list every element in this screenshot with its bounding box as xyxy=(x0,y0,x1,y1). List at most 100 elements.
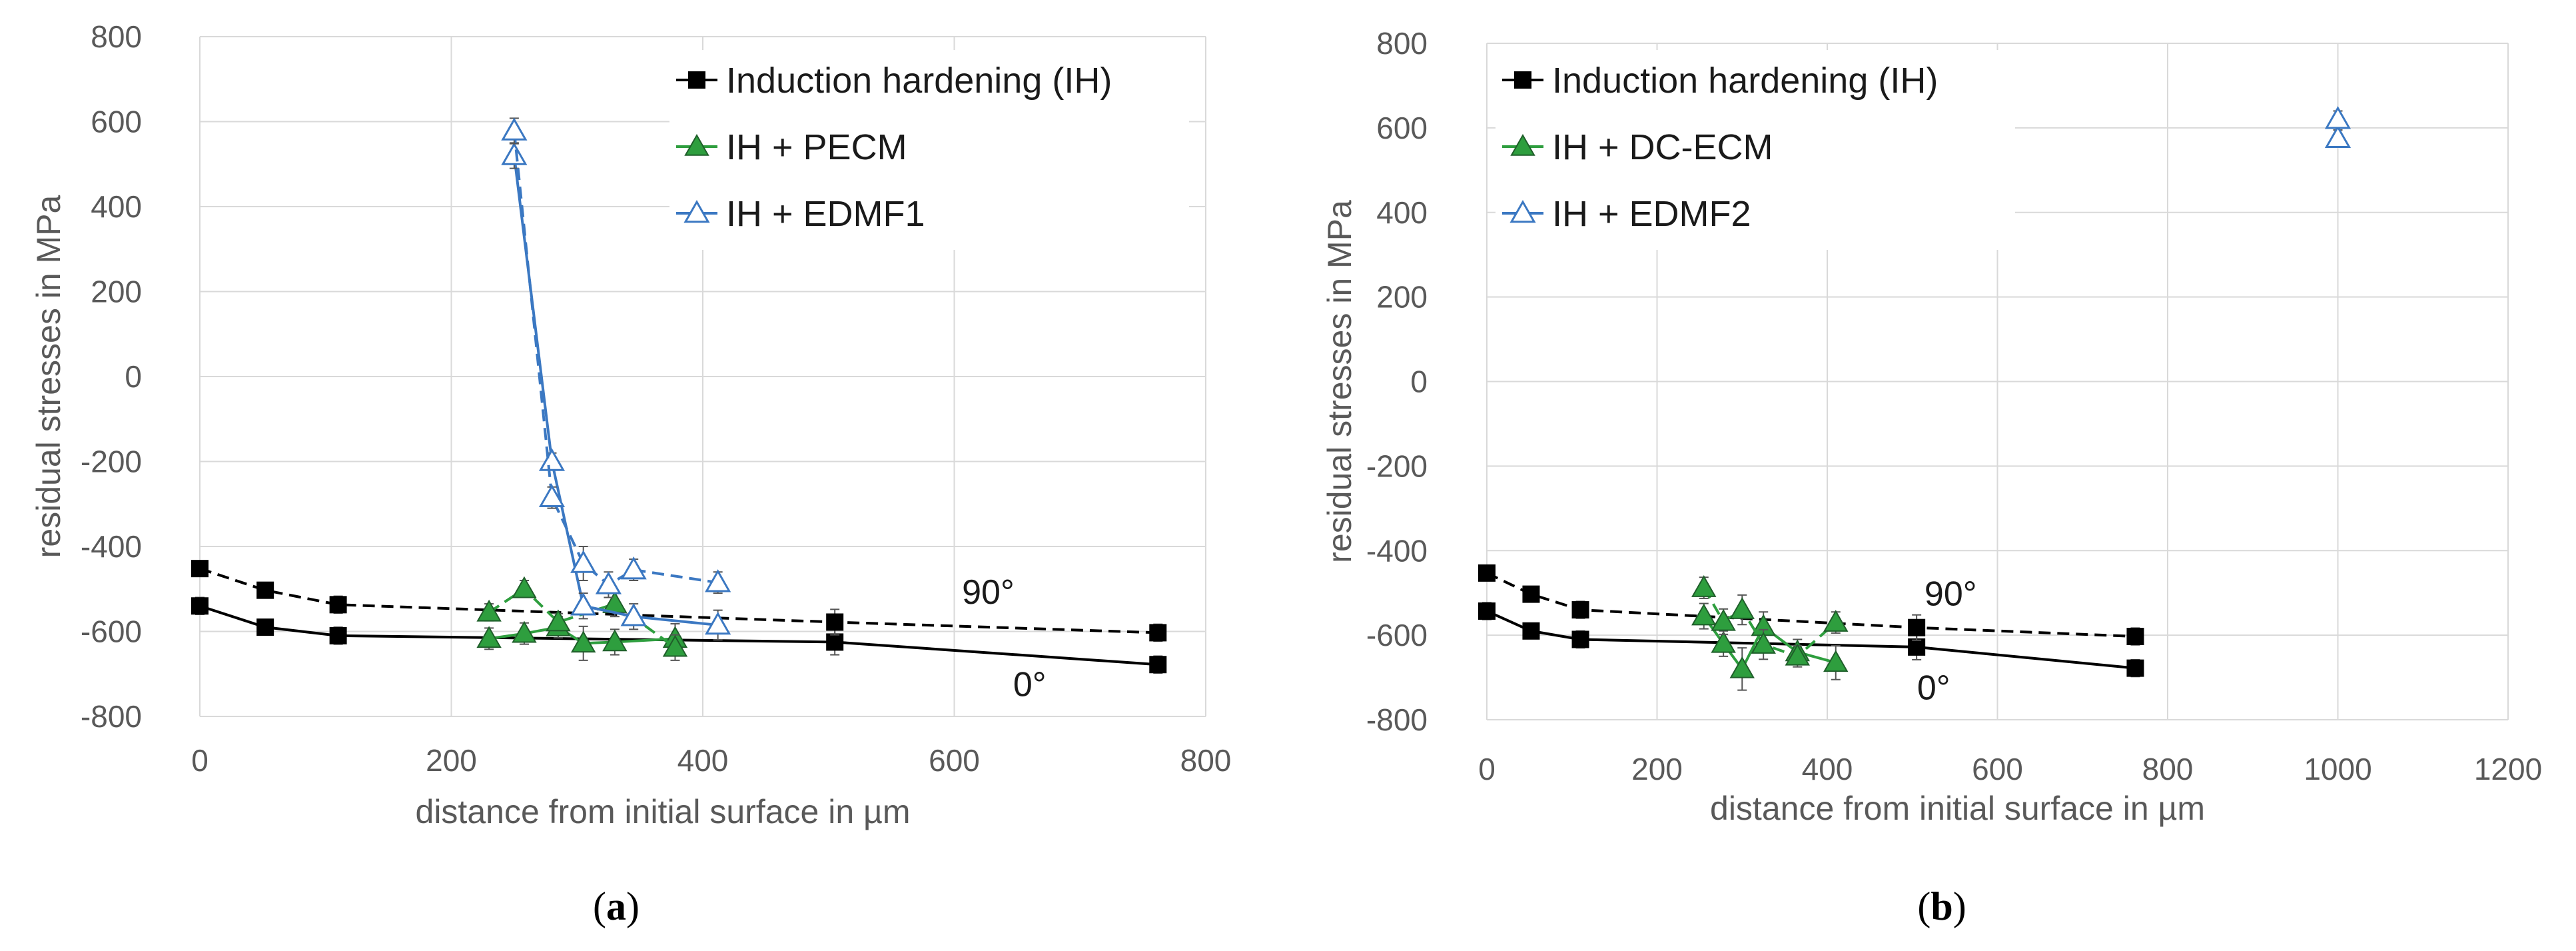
chart-b-data-point xyxy=(2126,628,2144,646)
chart-b-legend-label: Induction hardening (IH) xyxy=(1552,61,1938,101)
chart-b-ytick-label: 400 xyxy=(1376,195,1428,230)
chart-b-xtick-label: 400 xyxy=(1802,752,1853,786)
chart-a-data-point xyxy=(538,484,566,507)
chart-a-data-point xyxy=(256,581,274,599)
chart-a-caption-open: ( xyxy=(593,884,606,928)
chart-b-caption: (b) xyxy=(1917,884,1966,928)
chart-a-data-point xyxy=(476,626,502,648)
chart-b-data-point xyxy=(1691,575,1717,597)
chart-b-ytick-label: -800 xyxy=(1366,702,1428,737)
chart-b-data-point xyxy=(1691,603,1717,626)
chart-a-y-axis-title: residual stresses in MPa xyxy=(30,195,67,558)
chart-b-series-line xyxy=(1703,587,1837,658)
chart-b-ytick-label: 200 xyxy=(1376,280,1428,315)
chart-b-ytick-label: 800 xyxy=(1376,26,1428,61)
chart-a-data-point xyxy=(512,620,537,643)
chart-a-ytick-label: 400 xyxy=(91,189,142,224)
chart-a-legend-item-edmf: IH + EDMF1 xyxy=(676,194,925,234)
chart-b-annotation: 0° xyxy=(1917,669,1950,708)
chart-a-data-point xyxy=(329,626,347,644)
chart-a-x-axis-title: distance from initial surface in µm xyxy=(416,793,911,830)
chart-a-xtick-label: 600 xyxy=(929,743,980,778)
chart-a-xtick-label: 400 xyxy=(677,743,729,778)
chart-b-data-point xyxy=(1823,610,1849,632)
chart-a-legend-label: IH + EDMF1 xyxy=(726,194,925,234)
chart-a-data-point xyxy=(546,609,571,632)
chart-a-series-line xyxy=(199,567,1158,634)
chart-a-caption-close: ) xyxy=(626,884,640,928)
chart-b-data-point xyxy=(1571,630,1589,648)
chart-b-data-point xyxy=(1729,656,1755,678)
chart-a-data-point xyxy=(570,592,597,616)
chart-a-data-point xyxy=(476,599,502,622)
chart-a-legend-label: IH + PECM xyxy=(726,127,907,167)
chart-b-xtick-label: 1000 xyxy=(2304,752,2371,786)
chart-b-series-edmf-5 xyxy=(2324,106,2352,129)
chart-a-ytick-label: 600 xyxy=(91,105,142,139)
chart-b-xtick-label: 800 xyxy=(2142,752,2194,786)
chart-b-x-axis-title: distance from initial surface in µm xyxy=(1710,790,2205,827)
chart-a-legend-item-pecm: IH + PECM xyxy=(676,127,907,167)
chart-a-legend-marker xyxy=(683,199,710,223)
chart-a-data-point xyxy=(570,630,596,653)
chart-a-data-point xyxy=(512,576,537,598)
chart-a-data-point xyxy=(662,634,688,657)
chart-b-data-point xyxy=(2324,125,2352,148)
chart-a-data-point xyxy=(501,117,528,141)
chart-a-ytick-label: 800 xyxy=(91,19,142,54)
chart-a-data-point xyxy=(705,611,731,635)
chart-a-data-point xyxy=(595,571,622,594)
chart-b-ytick-label: -600 xyxy=(1366,618,1428,652)
chart-a-legend-label: Induction hardening (IH) xyxy=(726,61,1112,101)
chart-b-legend-marker xyxy=(1509,199,1536,223)
chart-a-data-point xyxy=(538,448,566,471)
chart-b-xtick-label: 1200 xyxy=(2474,752,2542,786)
chart-panel-a: 800 600 400 200 0 -200 -400 -600 -800 0 200 400 600 8… xyxy=(30,19,1231,928)
chart-b-data-point xyxy=(1571,601,1589,619)
chart-a-series-edmf-5 xyxy=(501,117,731,598)
chart-b-data-point xyxy=(1711,608,1736,631)
chart-b-data-point xyxy=(1522,622,1540,640)
chart-b-y-axis-title: residual stresses in MPa xyxy=(1321,200,1358,563)
chart-b-data-point xyxy=(1522,585,1540,603)
chart-b-data-point xyxy=(1908,618,1926,636)
chart-b-data-point xyxy=(1823,650,1849,672)
chart-a-data-point xyxy=(620,556,647,580)
chart-a-data-point xyxy=(620,603,647,626)
chart-b-legend-item-edmf: IH + EDMF2 xyxy=(1502,194,1751,234)
chart-a-data-point xyxy=(1149,624,1167,642)
chart-b-legend-label: IH + DC-ECM xyxy=(1552,127,1773,167)
chart-b-data-point xyxy=(1751,632,1776,654)
chart-b-data-point xyxy=(1711,630,1736,653)
chart-b-legend-label: IH + EDMF2 xyxy=(1552,194,1751,234)
chart-a-legend: Induction hardening (IH) IH + PECM IH + ED… xyxy=(669,50,1189,250)
chart-b-data-point xyxy=(1729,597,1755,619)
chart-a-data-point xyxy=(602,629,628,652)
chart-a-ytick-label: -600 xyxy=(81,614,142,649)
chart-a-data-point xyxy=(191,560,209,578)
chart-b-ytick-label: -400 xyxy=(1366,533,1428,568)
chart-b-caption-close: ) xyxy=(1953,884,1966,928)
chart-b-annotation: 90° xyxy=(1925,575,1977,614)
chart-b-data-point xyxy=(1908,638,1926,656)
chart-panel-b: 800 600 400 200 0 -200 -400 -600 -800 0 200 400 600 8… xyxy=(1321,26,2542,928)
chart-a-data-point xyxy=(191,597,209,615)
chart-a-caption: (a) xyxy=(593,884,640,928)
chart-a-legend-marker xyxy=(688,71,705,89)
chart-b-xtick-label: 200 xyxy=(1631,752,1683,786)
chart-a-data-point xyxy=(826,633,844,651)
chart-a-xtick-label: 0 xyxy=(191,743,209,778)
chart-a-xtick-label: 200 xyxy=(426,743,477,778)
chart-a-annotation: 90° xyxy=(962,573,1015,612)
chart-b-data-point xyxy=(1785,643,1811,666)
chart-b-caption-letter: b xyxy=(1931,884,1952,928)
chart-a-data-point xyxy=(602,591,628,613)
chart-b-ytick-label: 600 xyxy=(1376,111,1428,145)
chart-b-legend-item-dcecm: IH + DC-ECM xyxy=(1502,127,1773,167)
chart-a-ytick-label: 200 xyxy=(91,275,142,309)
chart-a-ytick-label: -800 xyxy=(81,699,142,734)
chart-a-series-edmf-4 xyxy=(501,142,731,641)
chart-b-legend-background xyxy=(1496,50,2015,250)
chart-a-data-point xyxy=(570,550,597,573)
chart-a-series-line xyxy=(512,131,718,586)
